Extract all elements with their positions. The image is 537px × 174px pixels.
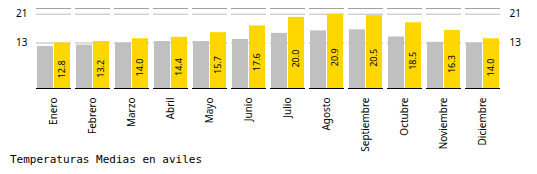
svg-text:Abril: Abril (163, 98, 177, 120)
svg-text:Agosto: Agosto (319, 98, 333, 131)
svg-text:13: 13 (510, 35, 522, 49)
svg-text:Julio: Julio (280, 98, 294, 119)
svg-text:18.5: 18.5 (406, 52, 419, 70)
svg-text:17.6: 17.6 (250, 53, 263, 71)
svg-text:Diciembre: Diciembre (475, 97, 489, 145)
svg-text:21: 21 (510, 6, 521, 20)
svg-text:16.3: 16.3 (445, 55, 458, 73)
svg-text:14.0: 14.0 (133, 59, 146, 77)
svg-text:14.0: 14.0 (484, 59, 497, 77)
svg-text:Octubre: Octubre (397, 97, 411, 135)
svg-text:12.8: 12.8 (55, 60, 68, 78)
svg-text:21: 21 (16, 6, 27, 20)
svg-text:13.2: 13.2 (94, 60, 107, 78)
svg-text:15.7: 15.7 (211, 56, 224, 74)
svg-text:20.9: 20.9 (328, 48, 341, 66)
svg-text:20.5: 20.5 (367, 49, 380, 67)
svg-text:Febrero: Febrero (85, 98, 99, 135)
svg-text:14.4: 14.4 (172, 58, 185, 76)
svg-text:Enero: Enero (46, 98, 60, 125)
svg-text:Mayo: Mayo (202, 98, 216, 124)
svg-text:Marzo: Marzo (124, 98, 138, 128)
svg-text:Noviembre: Noviembre (436, 97, 450, 149)
svg-text:Septiembre: Septiembre (358, 97, 372, 152)
html-text:Temperaturas Medias en aviles: Temperaturas Medias en aviles (10, 153, 203, 166)
svg-text:Junio: Junio (241, 98, 255, 123)
svg-text:20.0: 20.0 (289, 50, 302, 68)
svg-text:13: 13 (16, 35, 28, 49)
